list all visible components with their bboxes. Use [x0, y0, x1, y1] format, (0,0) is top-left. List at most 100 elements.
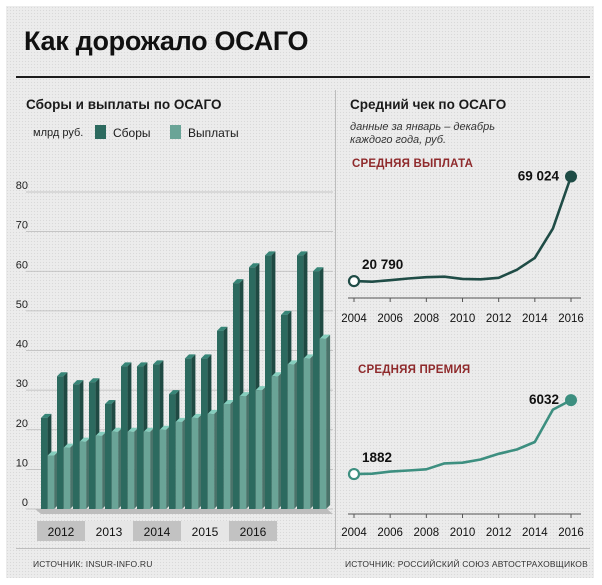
unit-label: млрд руб.: [33, 127, 84, 139]
bar-top: [169, 390, 180, 395]
source-rule: [16, 548, 590, 549]
y-tick-label: 70: [16, 220, 28, 232]
period-note-line1: данные за январь – декабрь: [350, 121, 496, 133]
panel-divider: [335, 90, 336, 550]
bar-top: [63, 443, 75, 448]
bar-payouts: [79, 441, 87, 509]
source-left: ИСТОЧНИК: INSUR-INFO.RU: [33, 559, 153, 569]
bar-top: [191, 413, 203, 418]
payout-start-value: 20 790: [362, 257, 403, 272]
premium-x-tick-label: 2010: [450, 527, 476, 539]
x-year-label: 2015: [192, 525, 219, 539]
payout-x-tick-label: 2010: [450, 313, 476, 325]
legend-swatch-collections: [95, 125, 106, 139]
bar-payouts: [63, 447, 71, 509]
bar-top: [201, 354, 212, 359]
bar-collections: [169, 394, 176, 509]
bar-payouts: [319, 338, 327, 509]
bar-collections: [105, 403, 112, 509]
bar-top: [127, 427, 139, 432]
payout-x-tick-label: 2006: [377, 313, 403, 325]
page-title: Как дорожало ОСАГО: [24, 26, 309, 56]
bar-collections: [217, 330, 224, 509]
bar-collections: [57, 376, 64, 509]
payout-start-point: [347, 274, 361, 288]
bar-collections: [281, 314, 288, 509]
y-tick-label: 10: [16, 457, 28, 469]
x-year-label: 2013: [96, 525, 123, 539]
bar-top: [47, 451, 59, 456]
bar-payouts: [143, 431, 151, 509]
bar-top: [255, 386, 267, 391]
bar-top: [89, 378, 100, 383]
payout-x-tick-label: 2008: [414, 313, 440, 325]
premium-x-tick-label: 2014: [522, 527, 548, 539]
y-tick-label: 30: [16, 378, 28, 390]
chart-floor: [35, 509, 333, 514]
premium-x-tick-label: 2004: [341, 527, 367, 539]
bar-top: [265, 251, 276, 256]
bar-top: [313, 267, 324, 272]
source-right: ИСТОЧНИК: РОССИЙСКИЙ СОЮЗ АВТОСТРАХОВЩИК…: [345, 559, 588, 569]
bar-top: [249, 263, 260, 268]
legend-label-collections: Сборы: [113, 126, 151, 140]
bar-top: [185, 354, 196, 359]
bar-payouts: [127, 431, 135, 509]
bar-collections: [297, 255, 304, 509]
y-tick-label: 60: [16, 259, 28, 271]
premium-end-point: [565, 394, 577, 407]
y-tick-label: 20: [16, 418, 28, 430]
legend-label-payouts: Выплаты: [188, 126, 239, 140]
bar-top: [297, 251, 308, 256]
bar-top: [73, 380, 84, 385]
period-note-line2: каждого года, руб.: [350, 134, 447, 146]
bar-collections: [137, 366, 144, 509]
bar-collections: [41, 417, 48, 509]
bar-collections: [153, 364, 160, 509]
bar-top: [137, 362, 148, 367]
premium-start-point: [347, 467, 361, 481]
bar-collections: [201, 358, 208, 509]
bar-top: [175, 417, 187, 422]
payout-x-tick-label: 2012: [486, 313, 512, 325]
bar-top: [281, 310, 292, 315]
premium-chart-label: СРЕДНЯЯ ПРЕМИЯ: [358, 364, 471, 376]
payout-x-tick-label: 2014: [522, 313, 548, 325]
title-rule: [16, 76, 590, 78]
bar-top: [287, 360, 299, 365]
bar-side: [326, 334, 331, 509]
payout-chart-label: СРЕДНЯЯ ВЫПЛАТА: [352, 158, 474, 170]
bar-top: [239, 392, 251, 397]
premium-x-tick-label: 2006: [377, 527, 403, 539]
premium-end-value: 6032: [529, 392, 559, 407]
bar-collections: [249, 267, 256, 509]
premium-x-tick-label: 2008: [414, 527, 440, 539]
x-year-label: 2014: [144, 525, 171, 539]
bar-top: [233, 279, 244, 284]
bar-payouts: [47, 455, 55, 509]
bar-top: [153, 360, 164, 365]
bar-collections: [73, 384, 80, 509]
avg-check-title: Средний чек по ОСАГО: [350, 97, 507, 112]
bar-payouts: [287, 364, 295, 509]
bar-payouts: [191, 417, 199, 509]
year-band-segment: [181, 521, 229, 541]
x-year-label: 2012: [48, 525, 75, 539]
bar-top: [143, 427, 155, 432]
bar-top: [207, 409, 219, 414]
bar-top: [79, 437, 91, 442]
premium-x-tick-label: 2016: [558, 527, 584, 539]
bar-top: [159, 425, 171, 430]
bar-collections: [121, 366, 128, 509]
bar-collections: [313, 271, 320, 509]
bar-top: [111, 427, 123, 432]
premium-line: [353, 398, 572, 476]
bar-payouts: [111, 431, 119, 509]
payout-end-value: 69 024: [518, 168, 560, 183]
payout-x-tick-label: 2004: [341, 313, 367, 325]
legend-swatch-payouts: [170, 125, 181, 139]
bar-top: [41, 413, 52, 418]
bar-top: [223, 399, 235, 404]
bar-top: [95, 431, 107, 436]
